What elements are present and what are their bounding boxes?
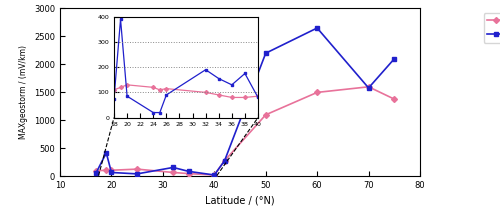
X-axis label: Latitude / (°N): Latitude / (°N) xyxy=(205,196,275,206)
NS xyxy=(93,169,99,172)
EW xyxy=(392,58,398,60)
NS xyxy=(366,85,372,88)
NS xyxy=(134,168,140,170)
Line: EW: EW xyxy=(94,26,396,177)
NS xyxy=(104,169,110,172)
NS xyxy=(262,114,268,116)
EW xyxy=(222,159,228,162)
NS xyxy=(108,169,114,172)
NS xyxy=(186,172,192,175)
EW xyxy=(108,171,114,174)
NS xyxy=(170,171,176,174)
EW xyxy=(134,173,140,175)
Legend: NS, EW: NS, EW xyxy=(484,13,500,43)
EW xyxy=(186,170,192,173)
Line: NS: NS xyxy=(94,85,396,177)
Y-axis label: MAXgeostorm / (mV/km): MAXgeostorm / (mV/km) xyxy=(20,45,28,139)
NS xyxy=(222,159,228,162)
NS xyxy=(392,98,398,100)
NS xyxy=(314,91,320,94)
EW xyxy=(366,87,372,89)
EW xyxy=(314,27,320,29)
EW xyxy=(262,52,268,54)
EW xyxy=(170,166,176,169)
EW xyxy=(212,174,218,176)
EW xyxy=(93,172,99,174)
NS xyxy=(212,174,218,176)
EW xyxy=(104,152,110,154)
